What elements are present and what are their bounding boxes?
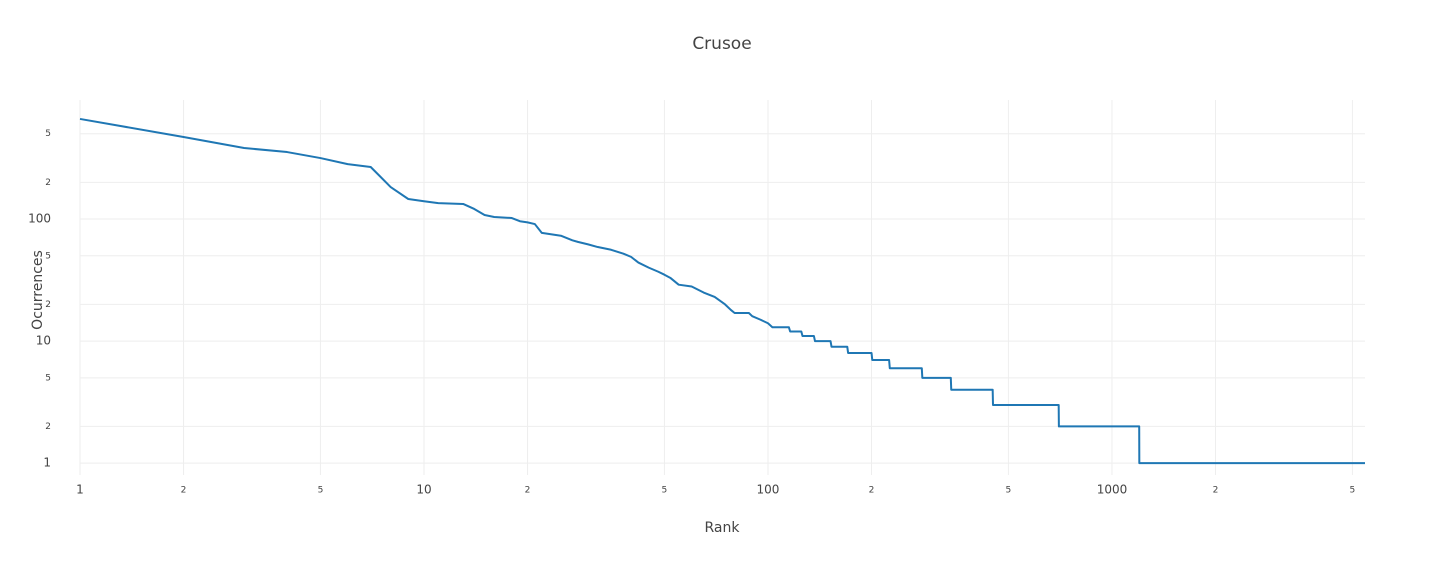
y-tick-label: 2 <box>45 300 51 310</box>
x-tick-label: 5 <box>1006 486 1012 496</box>
y-tick-label: 5 <box>45 373 51 383</box>
x-tick-label: 2 <box>869 486 875 496</box>
y-tick-label: 5 <box>45 129 51 139</box>
y-tick-label: 10 <box>36 334 51 348</box>
x-tick-label: 5 <box>318 486 324 496</box>
x-tick-label: 2 <box>525 486 531 496</box>
y-tick-label: 100 <box>28 212 51 226</box>
y-tick-label: 2 <box>45 422 51 432</box>
data-line <box>79 117 1365 465</box>
x-tick-label: 100 <box>757 483 780 497</box>
x-tick-label: 1 <box>76 483 84 497</box>
y-tick-label: 5 <box>45 251 51 261</box>
x-tick-label: 1000 <box>1097 483 1128 497</box>
grid <box>79 100 1365 475</box>
y-axis-title: Ocurrences <box>30 250 46 330</box>
x-axis-title: Rank <box>705 520 741 536</box>
y-tick-label: 2 <box>45 178 51 188</box>
y-tick-label: 1 <box>43 456 51 470</box>
chart-title: Crusoe <box>692 34 751 54</box>
x-tick-label: 5 <box>662 486 668 496</box>
x-tick-label: 10 <box>416 483 431 497</box>
x-tick-label: 2 <box>1213 486 1219 496</box>
x-tick-label: 5 <box>1350 486 1356 496</box>
x-tick-label: 2 <box>181 486 187 496</box>
